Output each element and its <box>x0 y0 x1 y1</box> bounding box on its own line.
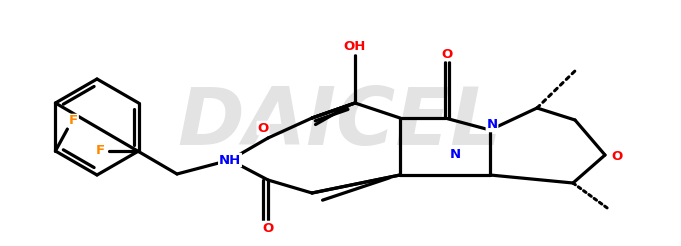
Text: O: O <box>441 47 453 61</box>
Text: F: F <box>96 144 105 157</box>
Text: O: O <box>441 47 453 61</box>
Text: NH: NH <box>219 154 241 167</box>
Text: O: O <box>257 122 268 135</box>
Text: OH: OH <box>344 41 366 53</box>
Text: O: O <box>257 122 268 135</box>
Text: F: F <box>69 114 78 127</box>
Text: OH: OH <box>344 41 366 53</box>
Text: N: N <box>486 119 498 132</box>
Text: F: F <box>96 144 105 157</box>
Text: NH: NH <box>219 154 241 167</box>
Text: N: N <box>486 119 498 132</box>
Text: F: F <box>69 114 78 127</box>
Text: O: O <box>612 151 622 164</box>
Text: DAICEL: DAICEL <box>178 84 503 162</box>
Text: N: N <box>449 149 460 162</box>
Text: O: O <box>262 221 274 234</box>
Text: O: O <box>262 221 274 234</box>
Text: N: N <box>449 149 460 162</box>
Text: O: O <box>612 151 622 164</box>
